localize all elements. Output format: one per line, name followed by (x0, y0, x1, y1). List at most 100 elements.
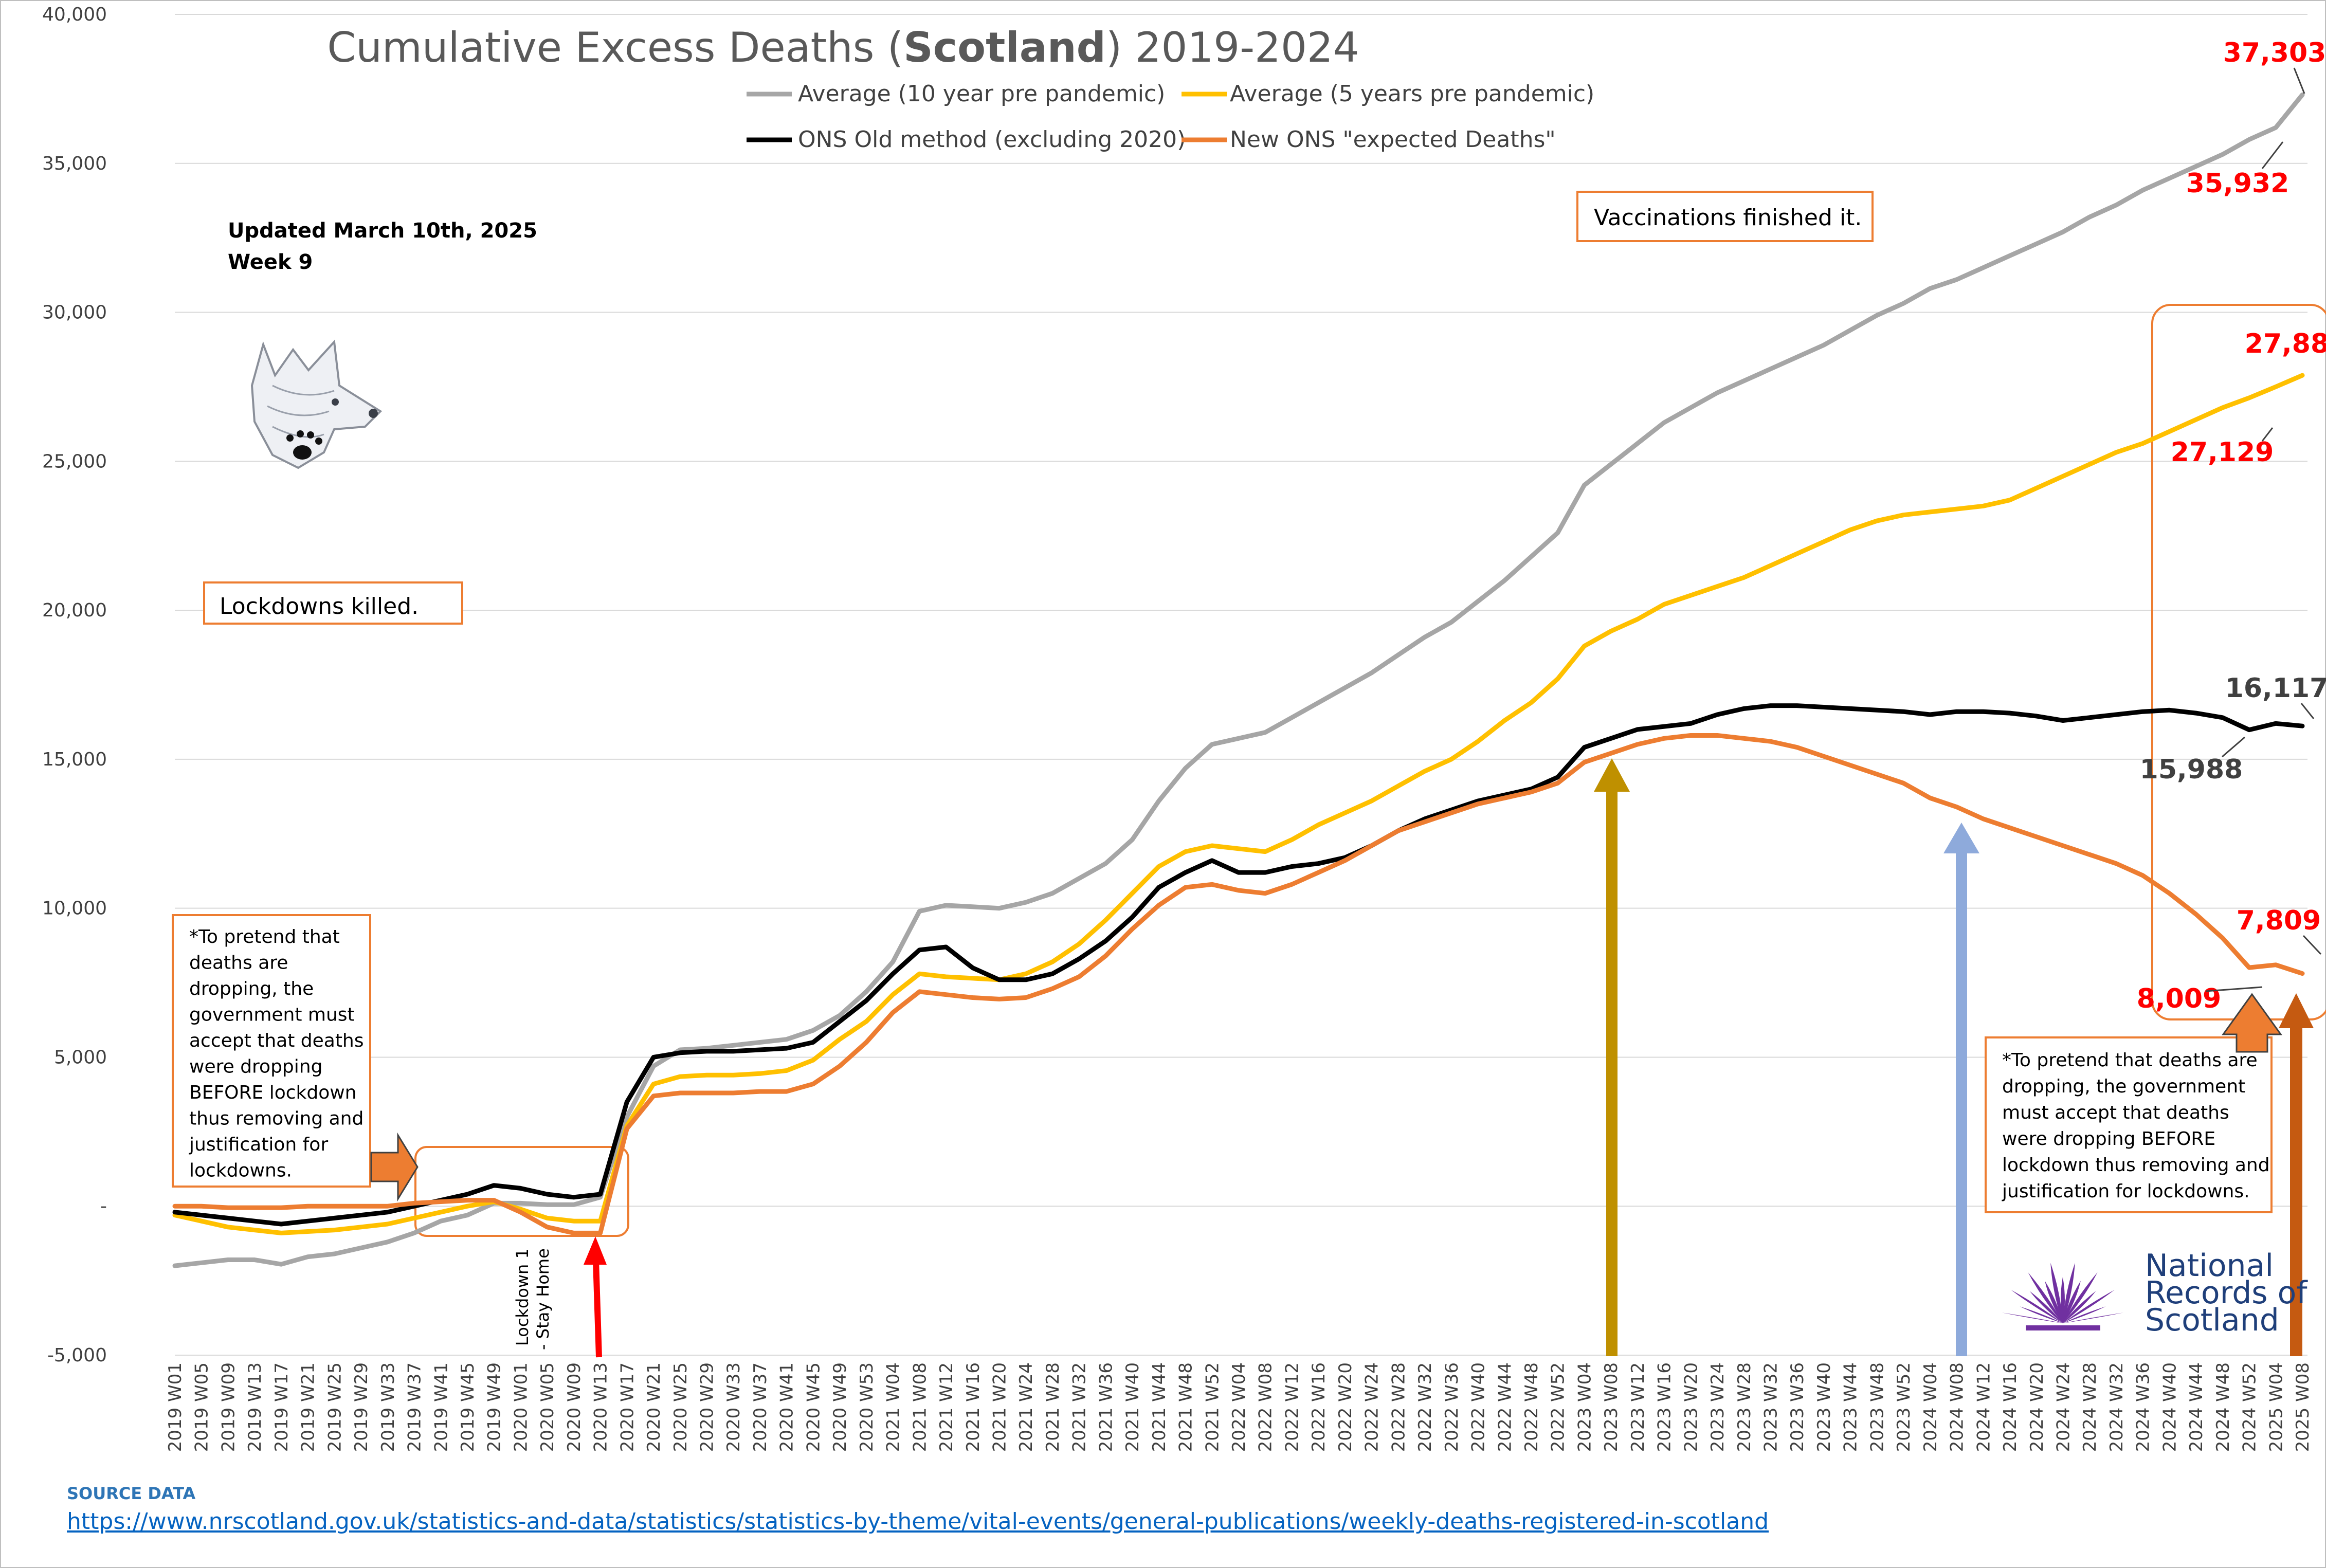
x-tick-label: 2019 W09 (218, 1362, 239, 1452)
lockdown-label-line1: Lockdown 1 (513, 1248, 532, 1346)
x-tick-label: 2021 W16 (963, 1362, 984, 1452)
note-line: justification for lockdowns. (2002, 1181, 2250, 1202)
lockdowns-killed-text: Lockdowns killed. (220, 593, 419, 619)
nrs-fan-petal (2063, 1289, 2115, 1323)
x-tick-label: 2022 W16 (1309, 1362, 1329, 1452)
x-tick-label: 2020 W25 (670, 1362, 691, 1452)
y-tick-label: 40,000 (42, 4, 107, 25)
x-tick-label: 2024 W48 (2213, 1362, 2233, 1452)
updated-date: Updated March 10th, 2025 (228, 219, 537, 243)
gold-arrow-icon (1594, 758, 1630, 1356)
y-axis-ticks: -5,000-5,00010,00015,00020,00025,00030,0… (42, 4, 107, 1366)
nrs-logo-line3: Scotland (2145, 1302, 2279, 1338)
nrs-fan-petal (2063, 1291, 2096, 1323)
dark-orange-arrow-icon (2279, 993, 2314, 1356)
x-tick-label: 2024 W40 (2159, 1362, 2180, 1452)
x-tick-label: 2020 W29 (697, 1362, 718, 1452)
nrs-logo-line2: Records of (2145, 1275, 2308, 1311)
value-label-yellow-end: 27,886 (2245, 329, 2326, 359)
x-tick-label: 2024 W16 (2000, 1362, 2021, 1452)
note-line: justification for (189, 1134, 328, 1155)
x-tick-label: 2021 W08 (910, 1362, 930, 1452)
y-tick-label: 30,000 (42, 302, 107, 323)
y-tick-label: -5,000 (47, 1345, 107, 1366)
nrs-fan-petal (2063, 1306, 2106, 1323)
x-tick-label: 2025 W08 (2293, 1362, 2313, 1452)
x-tick-label: 2024 W44 (2186, 1362, 2207, 1452)
x-tick-label: 2019 W05 (192, 1362, 212, 1452)
value-label-orange-prev: 8,009 (2137, 983, 2221, 1014)
leader-line (2261, 427, 2274, 442)
x-tick-label: 2020 W49 (830, 1362, 850, 1452)
y-tick-label: - (100, 1196, 107, 1217)
x-tick-label: 2025 W04 (2266, 1362, 2286, 1452)
x-tick-label: 2022 W12 (1282, 1362, 1302, 1452)
y-tick-label: 25,000 (42, 451, 107, 472)
x-tick-label: 2020 W33 (723, 1362, 744, 1452)
x-tick-label: 2019 W37 (405, 1362, 425, 1452)
x-tick-label: 2024 W32 (2106, 1362, 2127, 1452)
x-tick-label: 2022 W44 (1495, 1362, 1515, 1452)
source-data-link[interactable]: https://www.nrscotland.gov.uk/statistics… (67, 1508, 1769, 1535)
x-tick-label: 2023 W36 (1787, 1362, 1808, 1452)
nrs-fan-petal (2020, 1306, 2063, 1323)
x-tick-label: 2024 W24 (2053, 1362, 2074, 1452)
note-line: were dropping (189, 1056, 322, 1078)
x-tick-label: 2019 W21 (298, 1362, 319, 1452)
x-tick-label: 2019 W33 (378, 1362, 398, 1452)
x-tick-label: 2019 W45 (458, 1362, 478, 1452)
nrs-logo-line1: National (2145, 1248, 2274, 1284)
x-tick-label: 2023 W32 (1761, 1362, 1782, 1452)
y-tick-label: 5,000 (54, 1047, 107, 1068)
note-line: accept that deaths (189, 1030, 364, 1051)
gridlines (175, 14, 2307, 1356)
x-tick-label: 2022 W20 (1335, 1362, 1356, 1452)
x-tick-label: 2019 W41 (431, 1362, 451, 1452)
note-line: thus removing and (189, 1108, 364, 1129)
orange-up-arrow-icon (2222, 993, 2282, 1053)
x-tick-label: 2024 W28 (2080, 1362, 2100, 1452)
lockdown-arrow-icon (584, 1236, 607, 1358)
x-tick-label: 2022 W36 (1442, 1362, 1462, 1452)
x-tick-label: 2019 W17 (271, 1362, 292, 1452)
value-label-grey-end: 37,303 (2223, 38, 2326, 68)
x-tick-label: 2023 W40 (1814, 1362, 1834, 1452)
leader-line (2300, 703, 2315, 719)
x-tick-label: 2022 W52 (1548, 1362, 1569, 1452)
x-tick-label: 2024 W52 (2240, 1362, 2260, 1452)
note-left-text: *To pretend that deaths are dropping, the g… (189, 926, 364, 1181)
note-line: *To pretend that (189, 926, 340, 947)
series-line-1 (172, 373, 2305, 1235)
series-line-3 (172, 733, 2305, 1235)
note-line: government must (189, 1005, 355, 1026)
x-tick-label: 2022 W40 (1468, 1362, 1489, 1452)
x-tick-label: 2023 W24 (1707, 1362, 1728, 1452)
lockdown-period-box (414, 1146, 629, 1237)
legend-label-grey: Average (10 year pre pandemic) (798, 81, 1165, 107)
note-line: dropping, the (189, 978, 314, 999)
y-tick-label: 35,000 (42, 153, 107, 174)
blue-arrow-icon (1943, 823, 1979, 1356)
x-tick-label: 2020 W41 (777, 1362, 797, 1452)
x-tick-label: 2023 W28 (1734, 1362, 1755, 1452)
x-tick-label: 2024 W20 (2027, 1362, 2047, 1452)
leader-line (2205, 986, 2263, 992)
x-tick-label: 2019 W25 (324, 1362, 345, 1452)
x-tick-label: 2020 W17 (617, 1362, 638, 1452)
nrs-fan-petal (2063, 1281, 2081, 1323)
note-line: BEFORE lockdown (189, 1082, 357, 1103)
x-tick-label: 2021 W44 (1149, 1362, 1170, 1452)
note-line: *To pretend that deaths are (2002, 1050, 2258, 1071)
x-tick-label: 2020 W53 (857, 1362, 877, 1452)
note-line: deaths are (189, 953, 288, 974)
x-tick-label: 2019 W49 (484, 1362, 505, 1452)
note-line: dropping, the government (2002, 1076, 2245, 1097)
nrs-fan-petal (2029, 1291, 2063, 1323)
x-tick-label: 2021 W04 (883, 1362, 904, 1452)
note-line: lockdowns. (189, 1160, 292, 1181)
x-tick-label: 2020 W37 (750, 1362, 771, 1452)
value-label-grey-prev: 35,932 (2186, 168, 2289, 199)
value-label-yellow-prev: 27,129 (2171, 437, 2274, 468)
nrs-fan-petal (2050, 1263, 2063, 1323)
